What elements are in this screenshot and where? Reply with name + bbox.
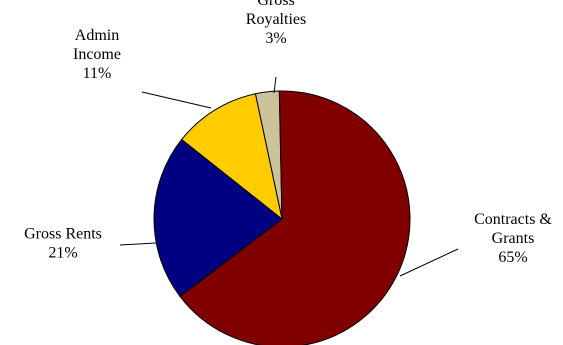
pie-slice-admin-income: [180, 93, 283, 221]
leader-line-admin-income: [141, 91, 212, 109]
leader-line-contracts-grants: [399, 248, 459, 277]
slice-label-line: 21%: [48, 245, 77, 262]
slice-label-gross-royalties: Gross Royalties 3%: [246, 0, 306, 47]
leader-line-gross-royalties: [273, 76, 277, 94]
slice-label-line: 65%: [498, 249, 527, 266]
pie-slices: [153, 90, 411, 345]
slice-label-line: Gross Rents: [24, 226, 102, 243]
leader-line-gross-rents: [119, 242, 157, 246]
slice-label-line: 11%: [83, 65, 112, 82]
slice-label-line: Royalties: [246, 11, 306, 28]
slice-label-contracts-grants: Contracts & Grants 65%: [474, 211, 552, 266]
slice-label-admin-income: Admin Income 11%: [73, 27, 121, 82]
pie-slice-contracts-grants: [179, 90, 411, 345]
slice-label-line: Gross: [257, 0, 294, 9]
slice-label-line: Grants: [492, 230, 535, 247]
leader-lines: [119, 76, 459, 277]
slice-label-gross-rents: Gross Rents 21%: [24, 226, 102, 262]
slice-label-line: 3%: [265, 30, 286, 47]
pie-slice-gross-rents: [153, 138, 283, 298]
slice-label-line: Admin: [75, 27, 119, 44]
slice-label-line: Contracts &: [474, 211, 552, 228]
slice-label-line: Income: [73, 46, 121, 63]
slice-labels: Gross Royalties 3% Contracts & Grants 65% Gros…: [24, 0, 552, 266]
